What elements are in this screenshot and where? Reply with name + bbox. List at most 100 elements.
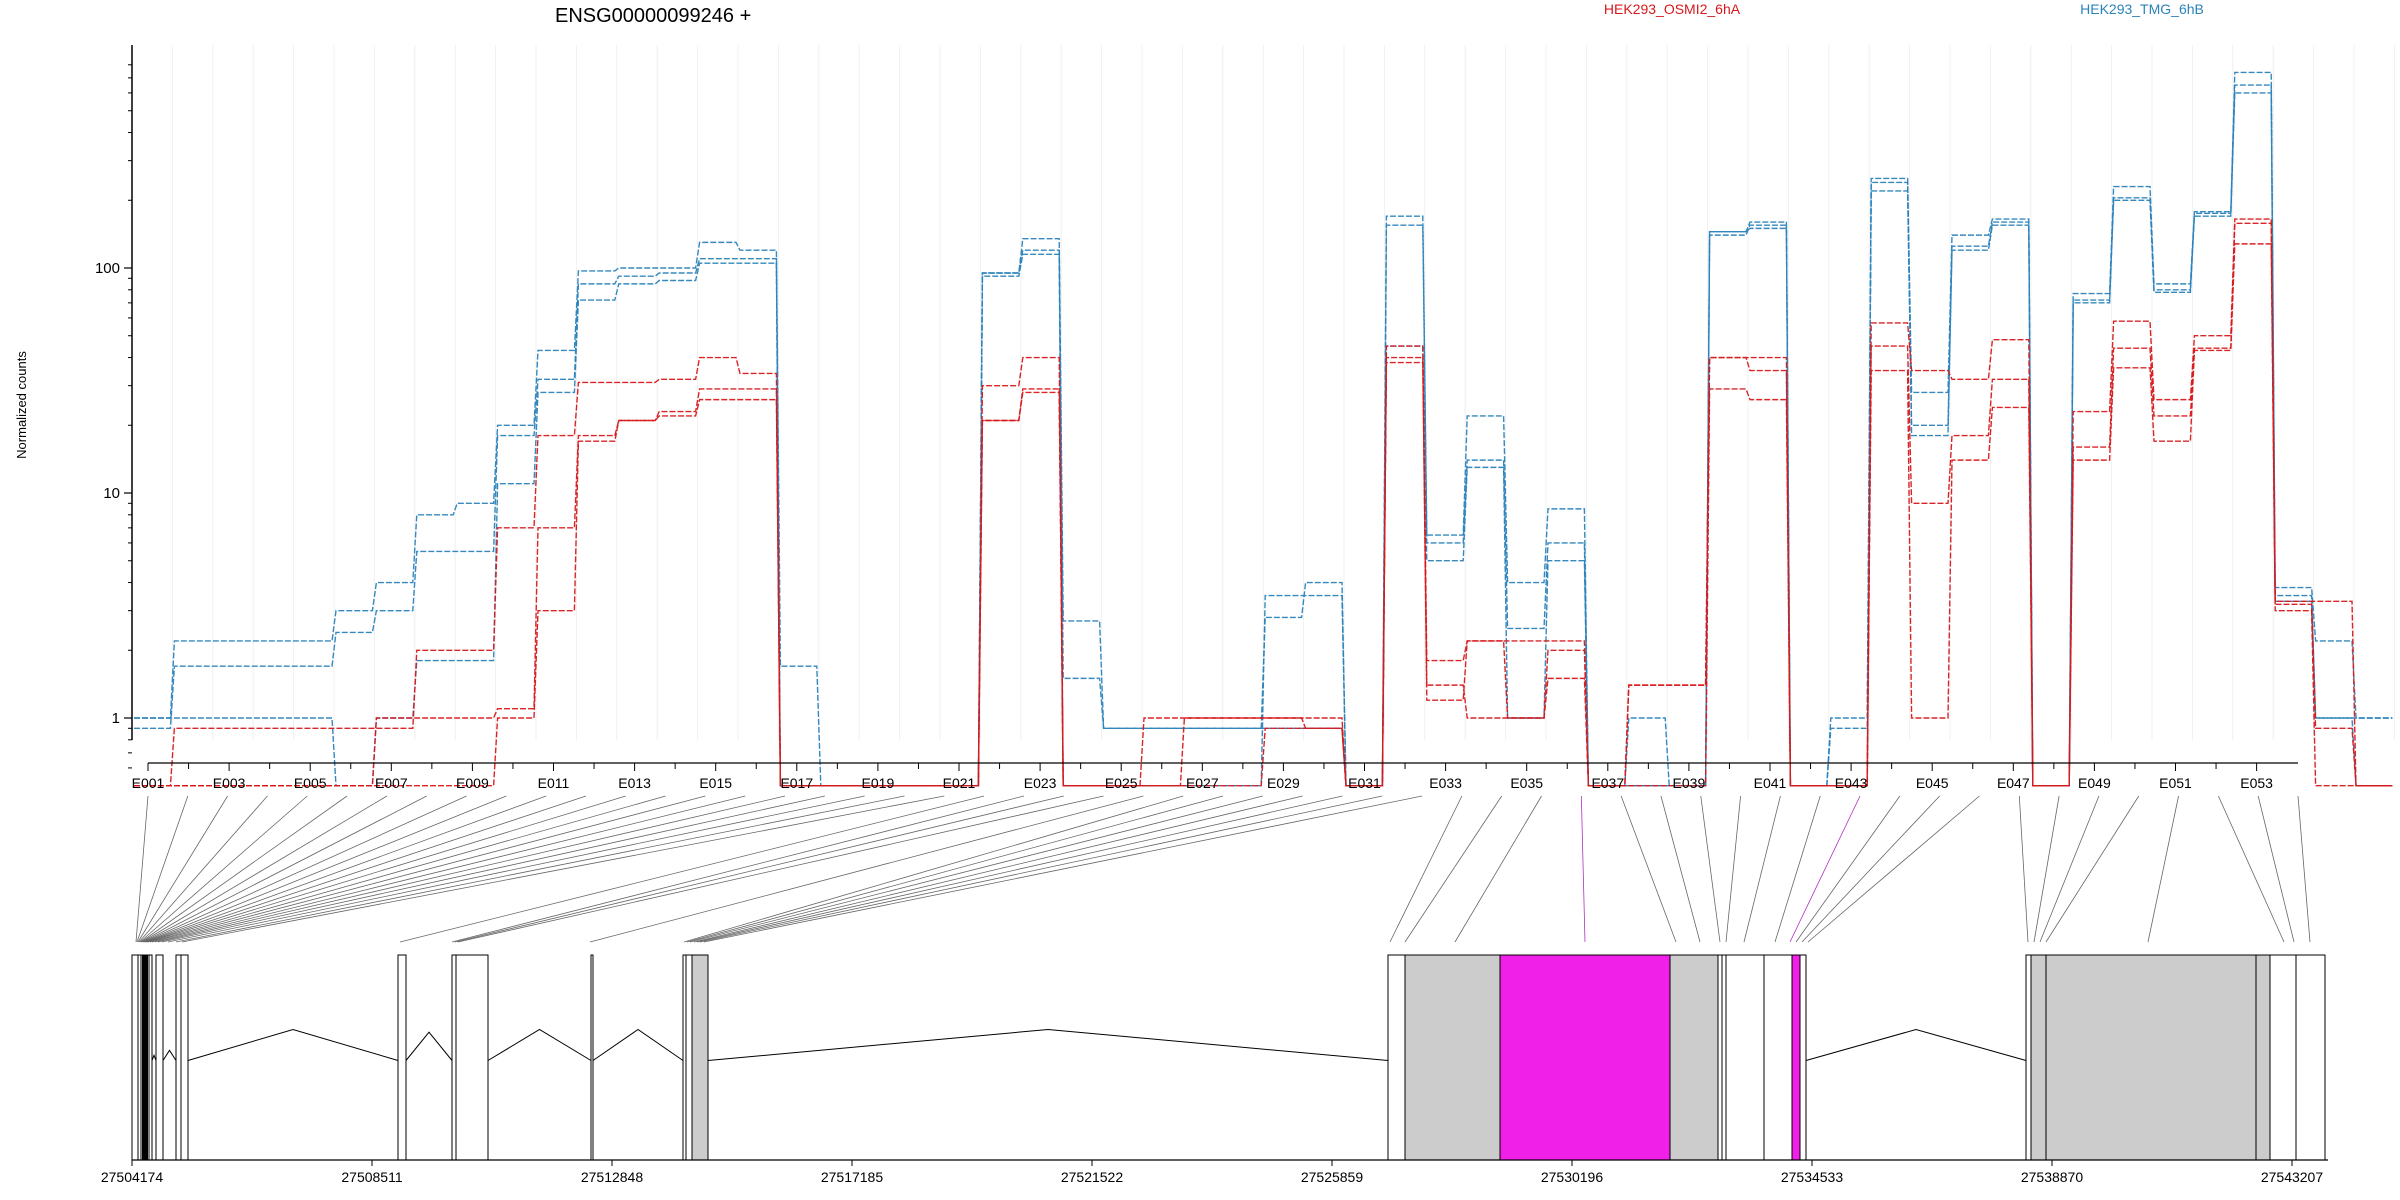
connector-line xyxy=(167,795,865,943)
connector-line xyxy=(1774,795,1821,943)
connector-line xyxy=(136,795,189,943)
genomic-tick-label: 27543207 xyxy=(2261,1169,2324,1185)
exon-box xyxy=(131,954,139,1161)
connector-line xyxy=(157,795,786,943)
connector-line xyxy=(138,795,268,943)
exon-axis: E001 E003 E005 E007 E009 E011 E013 E015 E017 E019… xyxy=(132,762,2298,791)
connector-line xyxy=(135,795,149,943)
exon-label: E041 xyxy=(1754,775,1787,791)
connector-line xyxy=(693,795,1303,943)
connector-line xyxy=(399,795,985,943)
connector-line xyxy=(1789,795,1861,943)
connector-line xyxy=(1743,795,1781,943)
connector-line xyxy=(2039,795,2100,943)
genomic-tick-label: 27530196 xyxy=(1541,1169,1604,1185)
exon-box xyxy=(155,954,164,1161)
exon-label: E029 xyxy=(1267,775,1300,791)
exon-label: E047 xyxy=(1997,775,2030,791)
exon-label: E027 xyxy=(1186,775,1219,791)
connector-line xyxy=(1454,795,1542,943)
connector-line xyxy=(147,795,626,943)
connector-line xyxy=(2033,795,2060,943)
exon-label: E019 xyxy=(862,775,895,791)
connector-line xyxy=(149,795,666,943)
y-tick-label: 1 xyxy=(112,710,120,727)
intron-line xyxy=(1805,1028,2027,1061)
y-tick-label: 10 xyxy=(103,485,120,502)
chart-title: ENSG00000099246 + xyxy=(555,5,751,27)
series-line-1 xyxy=(134,84,2393,787)
exon-label: E039 xyxy=(1673,775,1706,791)
connector-line xyxy=(1404,795,1503,943)
genomic-tick-label: 27525859 xyxy=(1301,1169,1364,1185)
exon-label: E053 xyxy=(2240,775,2273,791)
genomic-tick-label: 27512848 xyxy=(581,1169,644,1185)
series-line-2 xyxy=(134,92,2393,787)
intron-line xyxy=(592,1028,684,1061)
connector-line xyxy=(2297,795,2311,943)
connector-line xyxy=(2257,795,2295,943)
connector-line xyxy=(175,795,905,943)
connector-line xyxy=(1660,795,1701,943)
exon-box xyxy=(180,954,189,1161)
exon-box xyxy=(590,954,594,1161)
exon-box xyxy=(397,954,407,1161)
exon-box xyxy=(451,954,457,1161)
exon-box xyxy=(685,954,693,1161)
exon-label: E013 xyxy=(618,775,651,791)
connector-line xyxy=(2218,795,2285,943)
connector-line xyxy=(1725,795,1741,943)
genomic-tick-label: 27504174 xyxy=(101,1169,164,1185)
legend-entry-osmi2: HEK293_OSMI2_6hA xyxy=(1604,1,1741,17)
series-line-5 xyxy=(134,243,2393,787)
exon-label: E017 xyxy=(780,775,813,791)
exon-box xyxy=(175,954,182,1161)
exon-box xyxy=(1763,954,1793,1161)
y-axis: 1 10 100 xyxy=(95,45,133,769)
connector-line xyxy=(686,795,1224,943)
exon-label: E015 xyxy=(699,775,732,791)
exon-label: E003 xyxy=(213,775,246,791)
exon-box xyxy=(1499,954,1671,1161)
connector-line xyxy=(1700,795,1721,943)
intron-line xyxy=(187,1028,399,1061)
connector-line xyxy=(454,795,1064,943)
connector-line xyxy=(696,795,1343,943)
exon-label: E045 xyxy=(1916,775,1949,791)
connector-line xyxy=(457,795,1104,943)
connector-line xyxy=(144,795,507,943)
exon-label: E005 xyxy=(294,775,327,791)
exon-box xyxy=(1404,954,1501,1161)
exon-box xyxy=(691,954,709,1161)
exon-box xyxy=(2255,954,2271,1161)
connector-line xyxy=(1795,795,1901,943)
legend-entry-tmg: HEK293_TMG_6hB xyxy=(2080,1,2204,17)
y-axis-label: Normalized counts xyxy=(14,351,29,459)
exon-connectors xyxy=(135,795,2311,943)
series-line-4 xyxy=(134,222,2393,787)
genomic-tick-label: 27521522 xyxy=(1061,1169,1124,1185)
connector-line xyxy=(2018,795,2029,943)
exon-label: E033 xyxy=(1429,775,1462,791)
connector-line xyxy=(137,795,228,943)
connector-line xyxy=(683,795,1184,943)
exon-label: E037 xyxy=(1591,775,1624,791)
connector-line xyxy=(1389,795,1463,943)
exon-box xyxy=(1387,954,1406,1161)
exon-box xyxy=(455,954,489,1161)
exon-label: E025 xyxy=(1105,775,1138,791)
connector-line xyxy=(151,795,706,943)
grid xyxy=(131,45,2395,740)
exon-box xyxy=(2025,954,2032,1161)
exon-box xyxy=(2295,954,2326,1161)
exon-box xyxy=(1669,954,1719,1161)
gene-model xyxy=(131,954,2326,1161)
exon-label: E051 xyxy=(2159,775,2192,791)
series-line-0 xyxy=(134,71,2393,787)
genomic-tick-label: 27517185 xyxy=(821,1169,884,1185)
exon-box xyxy=(1799,954,1807,1161)
connector-line xyxy=(689,795,1263,943)
connector-line xyxy=(142,795,427,943)
exon-label: E001 xyxy=(132,775,165,791)
